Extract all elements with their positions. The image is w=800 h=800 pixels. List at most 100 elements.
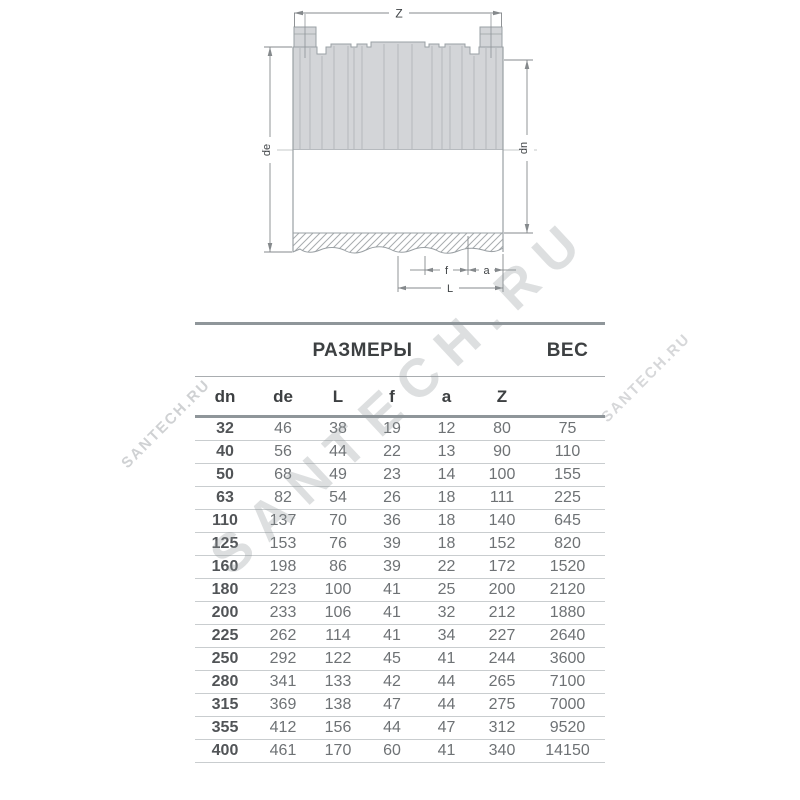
table-row: 280 341 133 42 44 265 7100 (195, 670, 605, 693)
table-cell-a: 13 (437, 443, 456, 460)
column-header-L: L (332, 386, 344, 406)
table-row: 355 412 156 44 47 312 9520 (195, 716, 605, 739)
table-cell-de: 137 (269, 512, 297, 529)
table-cell-dn: 280 (211, 673, 239, 690)
dim-dn-label-bg (520, 135, 534, 161)
table-cell-Z: 90 (493, 443, 511, 460)
dim-de-label-bg (263, 137, 277, 163)
table-cell-Z: 152 (488, 535, 516, 552)
table-cell-de: 46 (274, 420, 292, 437)
dim-dn-label: dn (518, 142, 530, 154)
table-cell-L: 170 (324, 742, 352, 759)
table-cell-de: 341 (269, 673, 297, 690)
table-cell-L: 70 (329, 512, 347, 529)
table-title-weight: ВЕС (546, 340, 589, 361)
table-cell-Z: 340 (488, 742, 516, 759)
column-header-de: de (273, 386, 293, 406)
table-cell-weight: 1880 (549, 604, 586, 621)
terminal-left (293, 14, 317, 58)
column-header-f: f (389, 386, 395, 406)
table-cell-a: 18 (437, 489, 456, 506)
table-cell-a: 47 (437, 719, 456, 736)
table-cell-a: 41 (437, 650, 456, 667)
table-row: 63 82 54 26 18 111 225 (195, 486, 605, 509)
table-cell-de: 153 (269, 535, 297, 552)
arrow-l-left (398, 285, 406, 291)
table-cell-dn: 63 (216, 489, 234, 506)
table-cell-dn: 200 (211, 604, 239, 621)
table-cell-Z: 212 (488, 604, 516, 621)
table-cell-de: 233 (269, 604, 297, 621)
table-cell-L: 138 (324, 696, 352, 713)
table-cell-f: 41 (383, 581, 401, 598)
dim-dn (504, 59, 533, 234)
table-cell-L: 86 (329, 558, 347, 575)
table-cell-Z: 80 (493, 420, 511, 437)
table-cell-de: 82 (274, 489, 292, 506)
table-cell-a: 22 (437, 558, 456, 575)
table-cell-Z: 200 (488, 581, 516, 598)
table-cell-L: 133 (324, 673, 352, 690)
table-cell-dn: 225 (211, 627, 239, 644)
terminal-right (479, 14, 503, 58)
table-cell-a: 25 (437, 581, 456, 598)
table-cell-L: 114 (325, 627, 351, 644)
dim-z-label: Z (395, 7, 402, 21)
arrow-z-right (493, 10, 502, 16)
table-cell-dn: 50 (216, 466, 234, 483)
table-cell-de: 369 (269, 696, 297, 713)
table-cell-de: 292 (269, 650, 297, 667)
table-row: 32 46 38 19 12 80 75 (195, 418, 605, 440)
table-cell-f: 41 (383, 604, 401, 621)
table-cell-L: 38 (329, 420, 347, 437)
arrow-z-left (294, 10, 303, 16)
arrow-de-bottom (267, 243, 273, 252)
table-cell-L: 49 (329, 466, 347, 483)
table-cell-Z: 100 (488, 466, 516, 483)
table-cell-a: 18 (437, 512, 456, 529)
table-cell-weight: 3600 (549, 650, 586, 667)
table-cell-a: 34 (437, 627, 456, 644)
table-cell-dn: 125 (211, 535, 239, 552)
table-cell-Z: 275 (488, 696, 516, 713)
table-cell-weight: 2120 (549, 581, 586, 598)
table-cell-f: 19 (383, 420, 401, 437)
table-cell-de: 68 (274, 466, 292, 483)
table-cell-weight: 820 (554, 535, 581, 552)
dim-l-label: L (447, 283, 453, 295)
table-cell-dn: 32 (216, 420, 234, 437)
table-cell-f: 22 (383, 443, 401, 460)
arrow-a-left (468, 267, 476, 273)
watermark-small-right: SANTECH.RU (598, 330, 694, 426)
rib-lines (299, 44, 497, 149)
dim-a-label: a (483, 265, 490, 277)
table-cell-a: 44 (437, 673, 456, 690)
table-cell-de: 412 (269, 719, 297, 736)
arrow-f-right (460, 267, 468, 273)
table-row: 315 369 138 47 44 275 7000 (195, 693, 605, 716)
table-cell-weight: 7000 (549, 696, 586, 713)
column-header-dn: dn (214, 386, 236, 406)
dim-f-label: f (445, 265, 449, 277)
table-cell-f: 39 (383, 558, 401, 575)
table-cell-weight: 2640 (549, 627, 586, 644)
table-cell-dn: 40 (216, 443, 234, 460)
table-cell-L: 76 (329, 535, 347, 552)
table-row: 200 233 106 41 32 212 1880 (195, 601, 605, 624)
table-cell-L: 100 (324, 581, 352, 598)
table-cell-weight: 9520 (549, 719, 586, 736)
table-cell-a: 44 (437, 696, 456, 713)
table-cell-L: 122 (324, 650, 352, 667)
table-cell-dn: 110 (212, 512, 238, 529)
table-row: 125 153 76 39 18 152 820 (195, 532, 605, 555)
table-row: 40 56 44 22 13 90 110 (195, 440, 605, 463)
table-cell-f: 41 (383, 627, 401, 644)
table-cell-dn: 180 (211, 581, 239, 598)
table-cell-dn: 315 (211, 696, 239, 713)
table-cell-dn: 160 (211, 558, 239, 575)
table-cell-f: 26 (383, 489, 401, 506)
table-cell-Z: 111 (489, 489, 515, 506)
dimensions-table: РАЗМЕРЫ ВЕС dn de L f a Z 32 46 38 19 12… (195, 322, 605, 763)
table-cell-de: 262 (269, 627, 297, 644)
